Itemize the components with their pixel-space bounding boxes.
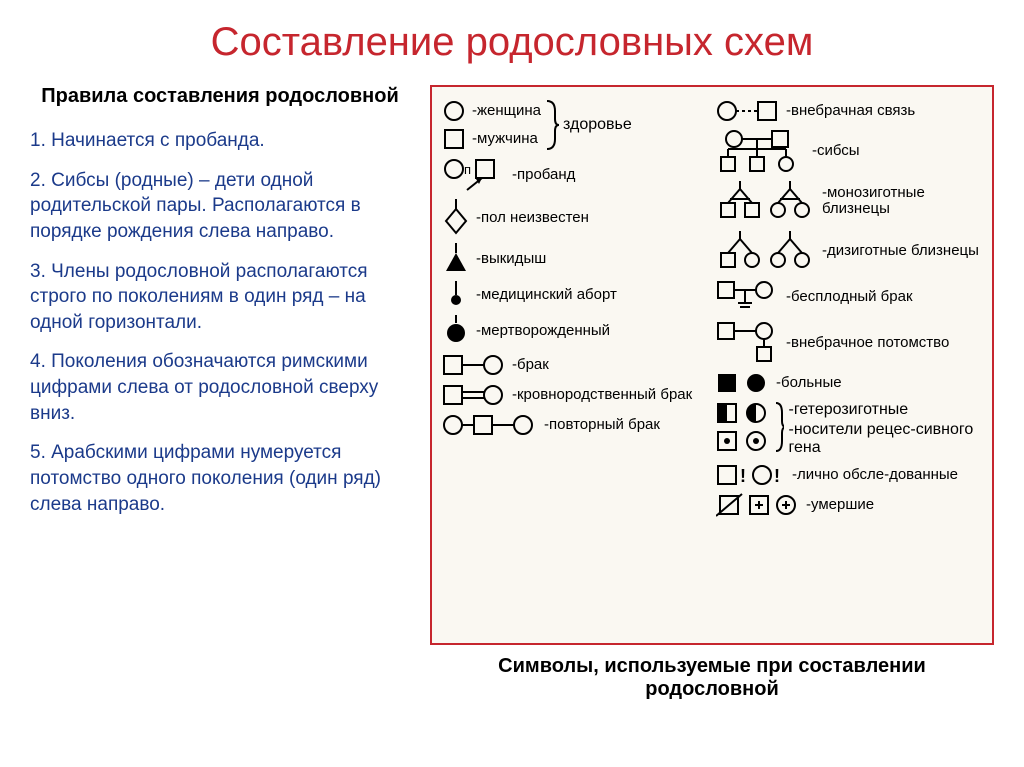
proband-icon: п (442, 157, 506, 193)
legend-label: здоровье (563, 116, 632, 134)
legend-miscarriage: -выкидыш (442, 243, 708, 275)
small-circle-icon (442, 281, 470, 309)
deceased-icon (716, 493, 800, 517)
legend-health-group: -женщина -мужчина (442, 99, 708, 151)
legend-dizygotic: -дизиготные близнецы (716, 229, 982, 273)
dizygotic-icon (716, 229, 816, 273)
rule-item: 2. Сибсы (родные) – дети одной родительс… (30, 168, 410, 245)
legend-stillborn: -мертворожденный (442, 315, 708, 347)
rules-list: 1. Начинается с пробанда. 2. Сибсы (родн… (30, 128, 410, 517)
legend-label: -мертворожденный (476, 323, 610, 340)
page-title: Составление родословных схем (30, 20, 994, 65)
half-filled-icon (716, 401, 770, 425)
legend-caption: Символы, используемые при составлении ро… (430, 655, 994, 701)
legend-label: -женщина (472, 103, 541, 120)
legend-label: -внебрачная связь (786, 103, 915, 120)
bracket-icon (774, 401, 784, 453)
legend-col-left: -женщина -мужчина (442, 99, 708, 631)
legend-label: -выкидыш (476, 251, 546, 268)
legend-label: -кровнородственный брак (512, 387, 692, 404)
dot-inside-icon (716, 429, 770, 453)
legend-marriage: -брак (442, 353, 708, 377)
legend-label: -дизиготные близнецы (822, 243, 979, 260)
marriage-icon (442, 353, 506, 377)
sibs-icon (716, 129, 806, 173)
legend-label: -брак (512, 357, 549, 374)
consang-icon (442, 383, 506, 407)
filled-circle-icon (442, 315, 470, 347)
dashed-marriage-icon (716, 99, 780, 123)
legend-infertile: -бесплодный брак (716, 279, 982, 315)
rule-item: 5. Арабскими цифрами нумеруется потомств… (30, 440, 410, 517)
legend-label: -монозиготные близнецы (822, 185, 982, 218)
rules-heading: Правила составления родословной (30, 85, 410, 108)
remarriage-icon (442, 413, 538, 437)
monozygotic-icon (716, 179, 816, 223)
legend-panel: -женщина -мужчина (430, 85, 994, 747)
svg-text:!: ! (774, 466, 780, 486)
exclaim-icon: ! ! (716, 463, 786, 487)
legend-label: -повторный брак (544, 417, 660, 434)
legend-label: -медицинский аборт (476, 287, 617, 304)
legend-label: -умершие (806, 497, 874, 514)
legend-label: -лично обсле-дованные (792, 467, 958, 484)
legend-label: -мужчина (472, 131, 538, 148)
man-icon (442, 127, 466, 151)
legend-label: -сибсы (812, 143, 860, 160)
rule-item: 1. Начинается с пробанда. (30, 128, 410, 154)
legend-remarriage: -повторный брак (442, 413, 708, 437)
legend-label: -внебрачное потомство (786, 335, 949, 352)
svg-text:п: п (464, 162, 471, 177)
rules-panel: Правила составления родословной 1. Начин… (30, 85, 410, 747)
legend-label: -больные (776, 375, 842, 392)
diamond-icon (442, 199, 470, 237)
legend-proband: п -пробанд (442, 157, 708, 193)
legend-monozygotic: -монозиготные близнецы (716, 179, 982, 223)
legend-consang: -кровнородственный брак (442, 383, 708, 407)
legend-label: -носители рецес-сивного гена (788, 421, 982, 457)
legend-illegitimate: -внебрачное потомство (716, 321, 982, 365)
legend-label: -гетерозиготные (788, 401, 982, 419)
legend-abortion: -медицинский аборт (442, 281, 708, 309)
legend-label: -пол неизвестен (476, 210, 589, 227)
legend-extramarital: -внебрачная связь (716, 99, 982, 123)
filled-pair-icon (716, 371, 770, 395)
woman-icon (442, 99, 466, 123)
rule-item: 3. Члены родословной располагаются строг… (30, 259, 410, 336)
content-row: Правила составления родословной 1. Начин… (30, 85, 994, 747)
legend-hetero-group: -гетерозиготные -носители рецес-сивного … (716, 401, 982, 457)
legend-affected: -больные (716, 371, 982, 395)
rule-item: 4. Поколения обозначаются римскими цифра… (30, 349, 410, 426)
bracket-icon (545, 99, 559, 151)
legend-col-right: -внебрачная связь (716, 99, 982, 631)
infertile-icon (716, 279, 780, 315)
legend-examined: ! ! -лично обсле-дованные (716, 463, 982, 487)
legend-label: -бесплодный брак (786, 289, 913, 306)
legend-deceased: -умершие (716, 493, 982, 517)
svg-text:!: ! (740, 466, 746, 486)
legend-sex-unknown: -пол неизвестен (442, 199, 708, 237)
legend-box: -женщина -мужчина (430, 85, 994, 645)
legend-sibs: -сибсы (716, 129, 982, 173)
legend-label: -пробанд (512, 167, 575, 184)
illegitimate-icon (716, 321, 780, 365)
triangle-filled-icon (442, 243, 470, 275)
